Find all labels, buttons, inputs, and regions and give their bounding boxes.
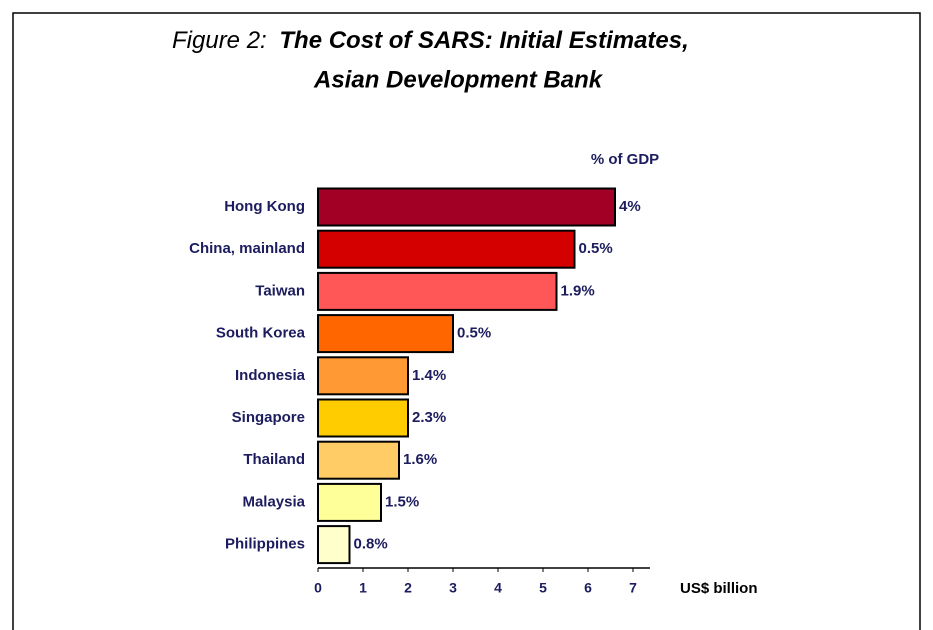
x-axis-label: US$ billion <box>680 580 758 597</box>
x-tick-label: 5 <box>539 580 547 596</box>
gdp-share-label: 0.8% <box>354 536 388 553</box>
gdp-share-label: 2.3% <box>412 409 446 426</box>
gdp-share-label: 0.5% <box>457 325 491 342</box>
y-tick-label: Taiwan <box>255 282 305 299</box>
title-prefix: Figure 2: <box>172 27 267 54</box>
bar <box>317 314 454 354</box>
frame <box>12 12 921 630</box>
bar <box>317 356 409 396</box>
bar <box>317 525 351 565</box>
bar <box>317 440 400 480</box>
y-tick-label: Indonesia <box>235 367 306 384</box>
y-tick-label: Philippines <box>225 536 305 553</box>
x-tick-label: 7 <box>629 580 637 596</box>
bar <box>317 187 616 227</box>
x-tick-label: 1 <box>359 580 367 596</box>
y-tick-label: South Korea <box>216 325 306 342</box>
bar <box>317 229 576 269</box>
gdp-share-label: 1.6% <box>403 451 437 468</box>
y-tick-label: Hong Kong <box>224 198 305 215</box>
x-tick-label: 6 <box>584 580 592 596</box>
title: Figure 2: The Cost of SARS: Initial Esti… <box>172 27 689 54</box>
title-line: The Cost of SARS: Initial Estimates, <box>279 27 688 54</box>
x-tick-label: 4 <box>494 580 502 596</box>
y-tick-label: Malaysia <box>242 493 305 510</box>
title-line: Asian Development Bank <box>313 66 604 93</box>
x-tick-label: 0 <box>314 580 322 596</box>
y-tick-label: Singapore <box>232 409 305 426</box>
gdp-share-label: 1.4% <box>412 367 446 384</box>
bar <box>317 482 382 522</box>
gdp-share-title: % of GDP <box>591 151 659 168</box>
gdp-share-label: 1.9% <box>561 282 595 299</box>
bar <box>317 398 409 438</box>
y-tick-label: China, mainland <box>189 240 305 257</box>
y-tick-label: Thailand <box>243 451 305 468</box>
x-tick-label: 3 <box>449 580 457 596</box>
x-tick-label: 2 <box>404 580 412 596</box>
bar <box>317 271 558 311</box>
gdp-share-label: 0.5% <box>579 240 613 257</box>
gdp-share-label: 4% <box>619 198 641 215</box>
gdp-share-label: 1.5% <box>385 493 419 510</box>
